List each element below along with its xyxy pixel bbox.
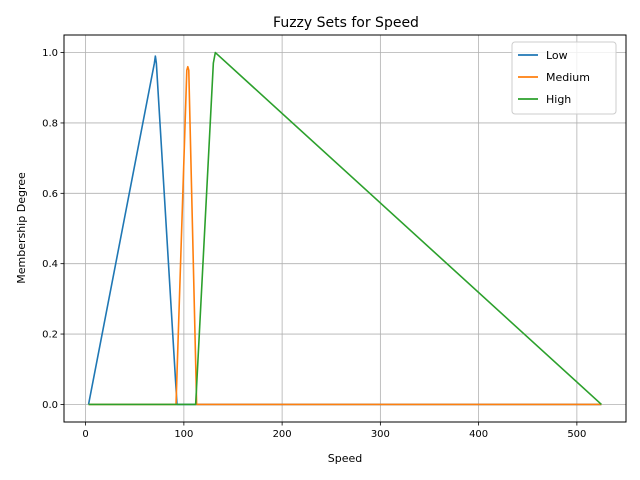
chart-title: Fuzzy Sets for Speed	[273, 15, 419, 31]
y-tick-label: 0.8	[42, 118, 58, 129]
plot-frame	[63, 34, 627, 423]
legend-label-medium: Medium	[546, 71, 590, 84]
y-axis-label: Membership Degree	[15, 172, 28, 284]
x-tick-label: 400	[469, 429, 488, 440]
y-tick-label: 1.0	[42, 48, 58, 59]
legend-box	[511, 41, 617, 115]
legend: Low Medium High	[511, 41, 617, 115]
x-axis-label: Speed	[328, 452, 362, 465]
legend-label-high: High	[546, 93, 571, 106]
ticks: 0 100 200 300 400 500 0.0 0.2 0.4 0.6 0.8 1.0	[42, 48, 586, 440]
x-tick-label: 500	[567, 429, 586, 440]
y-tick-label: 0.4	[42, 259, 58, 270]
y-tick-label: 0.0	[42, 400, 58, 411]
x-tick-label: 300	[371, 429, 390, 440]
y-tick-label: 0.2	[42, 330, 58, 341]
series-lines	[87, 51, 602, 406]
x-tick-label: 200	[273, 429, 292, 440]
grid	[64, 35, 626, 422]
x-tick-label: 100	[174, 429, 193, 440]
x-tick-label: 0	[82, 429, 88, 440]
legend-label-low: Low	[546, 49, 568, 62]
series-line-high	[88, 51, 602, 406]
y-tick-label: 0.6	[42, 189, 58, 200]
